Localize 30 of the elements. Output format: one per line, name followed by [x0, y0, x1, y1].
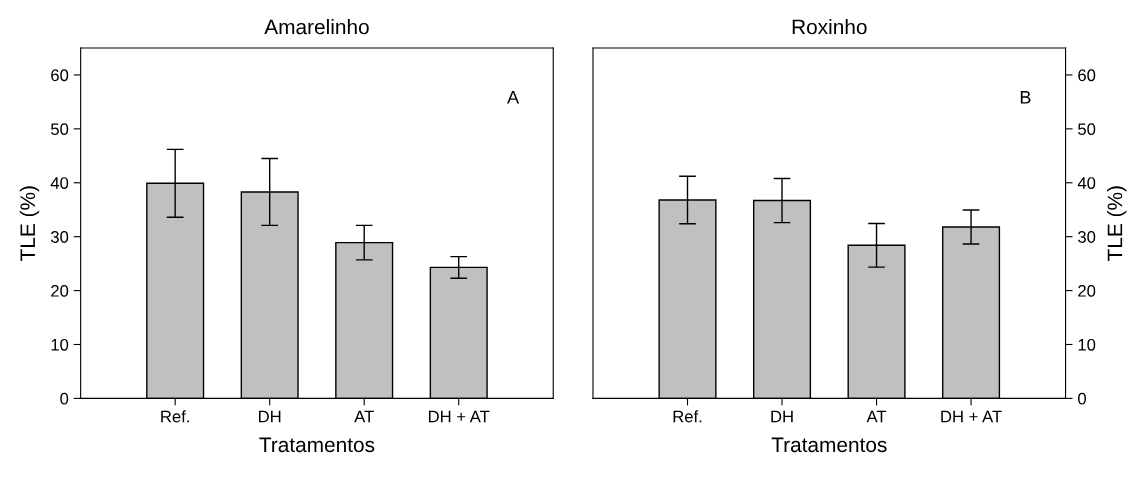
y-tick-label: 10 — [51, 338, 69, 351]
y2-axis-title: TLE (%) — [1107, 186, 1127, 261]
x-tick-label: AT — [354, 410, 374, 423]
x-tick-label: DH — [771, 410, 793, 423]
x-tick-label: DH + AT — [428, 410, 490, 423]
y-tick-label: 40 — [50, 177, 69, 189]
y-tick-label: 60 — [51, 69, 69, 82]
y-tick-label: 0 — [60, 392, 69, 405]
y2-tick-label: 0 — [1078, 392, 1086, 405]
y-axis-title: TLE (%) — [19, 186, 40, 261]
x-tick-label: DH + AT — [941, 410, 1002, 423]
y2-tick-label: 50 — [1078, 123, 1096, 136]
y2-tick-label: 40 — [1077, 177, 1096, 189]
y2-tick-label: 30 — [1078, 231, 1096, 243]
y2-tick-label: 60 — [1078, 69, 1096, 82]
x-axis-title: Tratamentos — [259, 437, 375, 453]
annotation: B — [1020, 91, 1031, 104]
annotation: A — [507, 91, 520, 104]
x-tick-label: Ref. — [673, 410, 702, 423]
y2-tick-label: 10 — [1078, 338, 1096, 351]
y-tick-label: 50 — [50, 123, 69, 136]
x-tick-label: AT — [866, 410, 887, 423]
chart-title: Amarelinho — [264, 19, 369, 35]
x-axis-title: Tratamentos — [771, 437, 887, 453]
x-tick-label: Ref. — [161, 410, 189, 423]
y2-tick-label: 20 — [1078, 284, 1096, 297]
chart-title: Roxinho — [792, 19, 867, 35]
y-tick-label: 20 — [51, 284, 69, 297]
y-tick-label: 30 — [50, 231, 69, 243]
x-tick-label: DH — [259, 410, 281, 423]
